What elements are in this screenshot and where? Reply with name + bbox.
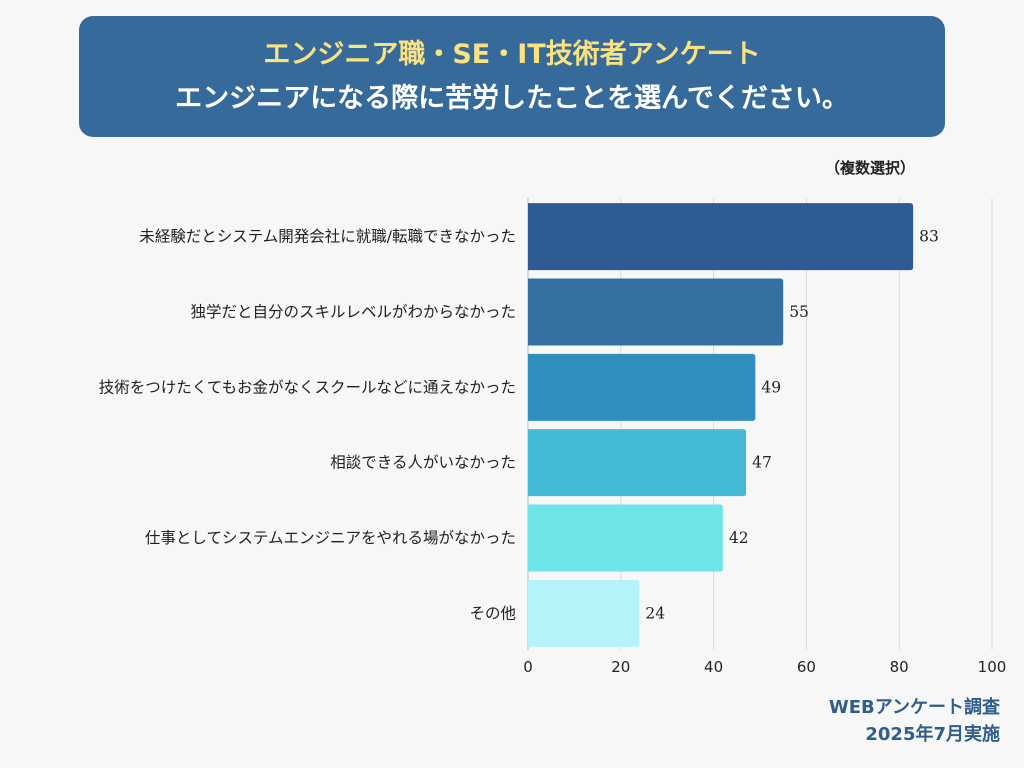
x-tick-label: 100 bbox=[978, 658, 1007, 676]
survey-title: エンジニア職・SE・IT技術者アンケート bbox=[263, 38, 761, 70]
category-label: 仕事としてシステムエンジニアをやれる場がなかった bbox=[145, 529, 516, 547]
value-label: 47 bbox=[752, 454, 772, 472]
value-label: 42 bbox=[729, 529, 749, 547]
x-tick-label: 60 bbox=[797, 658, 816, 676]
category-label: 独学だと自分のスキルレベルがわからなかった bbox=[190, 303, 516, 321]
bar bbox=[528, 353, 756, 421]
x-tick-label: 80 bbox=[890, 658, 909, 676]
source-line-2: 2025年7月実施 bbox=[865, 724, 1000, 745]
x-tick-label: 40 bbox=[704, 658, 723, 676]
bar bbox=[528, 429, 747, 497]
survey-question: エンジニアになる際に苦労したことを選んでください。 bbox=[175, 82, 849, 114]
multiple-choice-note: （複数選択） bbox=[824, 159, 915, 177]
category-label: その他 bbox=[469, 604, 516, 622]
bar bbox=[528, 579, 640, 647]
category-label: 相談できる人がいなかった bbox=[330, 454, 516, 472]
value-label: 49 bbox=[761, 378, 781, 396]
x-tick-label: 0 bbox=[523, 658, 533, 676]
value-label: 83 bbox=[919, 228, 939, 246]
category-label: 技術をつけたくてもお金がなくスクールなどに通えなかった bbox=[99, 378, 516, 396]
category-label: 未経験だとシステム開発会社に就職/転職できなかった bbox=[139, 228, 516, 246]
survey-source: WEBアンケート調査 2025年7月実施 bbox=[829, 694, 1000, 748]
title-banner: エンジニア職・SE・IT技術者アンケート エンジニアになる際に苦労したことを選ん… bbox=[79, 16, 945, 137]
x-tick-label: 20 bbox=[611, 658, 630, 676]
source-line-1: WEBアンケート調査 bbox=[828, 697, 1000, 718]
bar bbox=[528, 203, 914, 271]
value-label: 24 bbox=[645, 604, 665, 622]
bar bbox=[528, 278, 784, 346]
bar bbox=[528, 504, 723, 572]
value-label: 55 bbox=[789, 303, 809, 321]
